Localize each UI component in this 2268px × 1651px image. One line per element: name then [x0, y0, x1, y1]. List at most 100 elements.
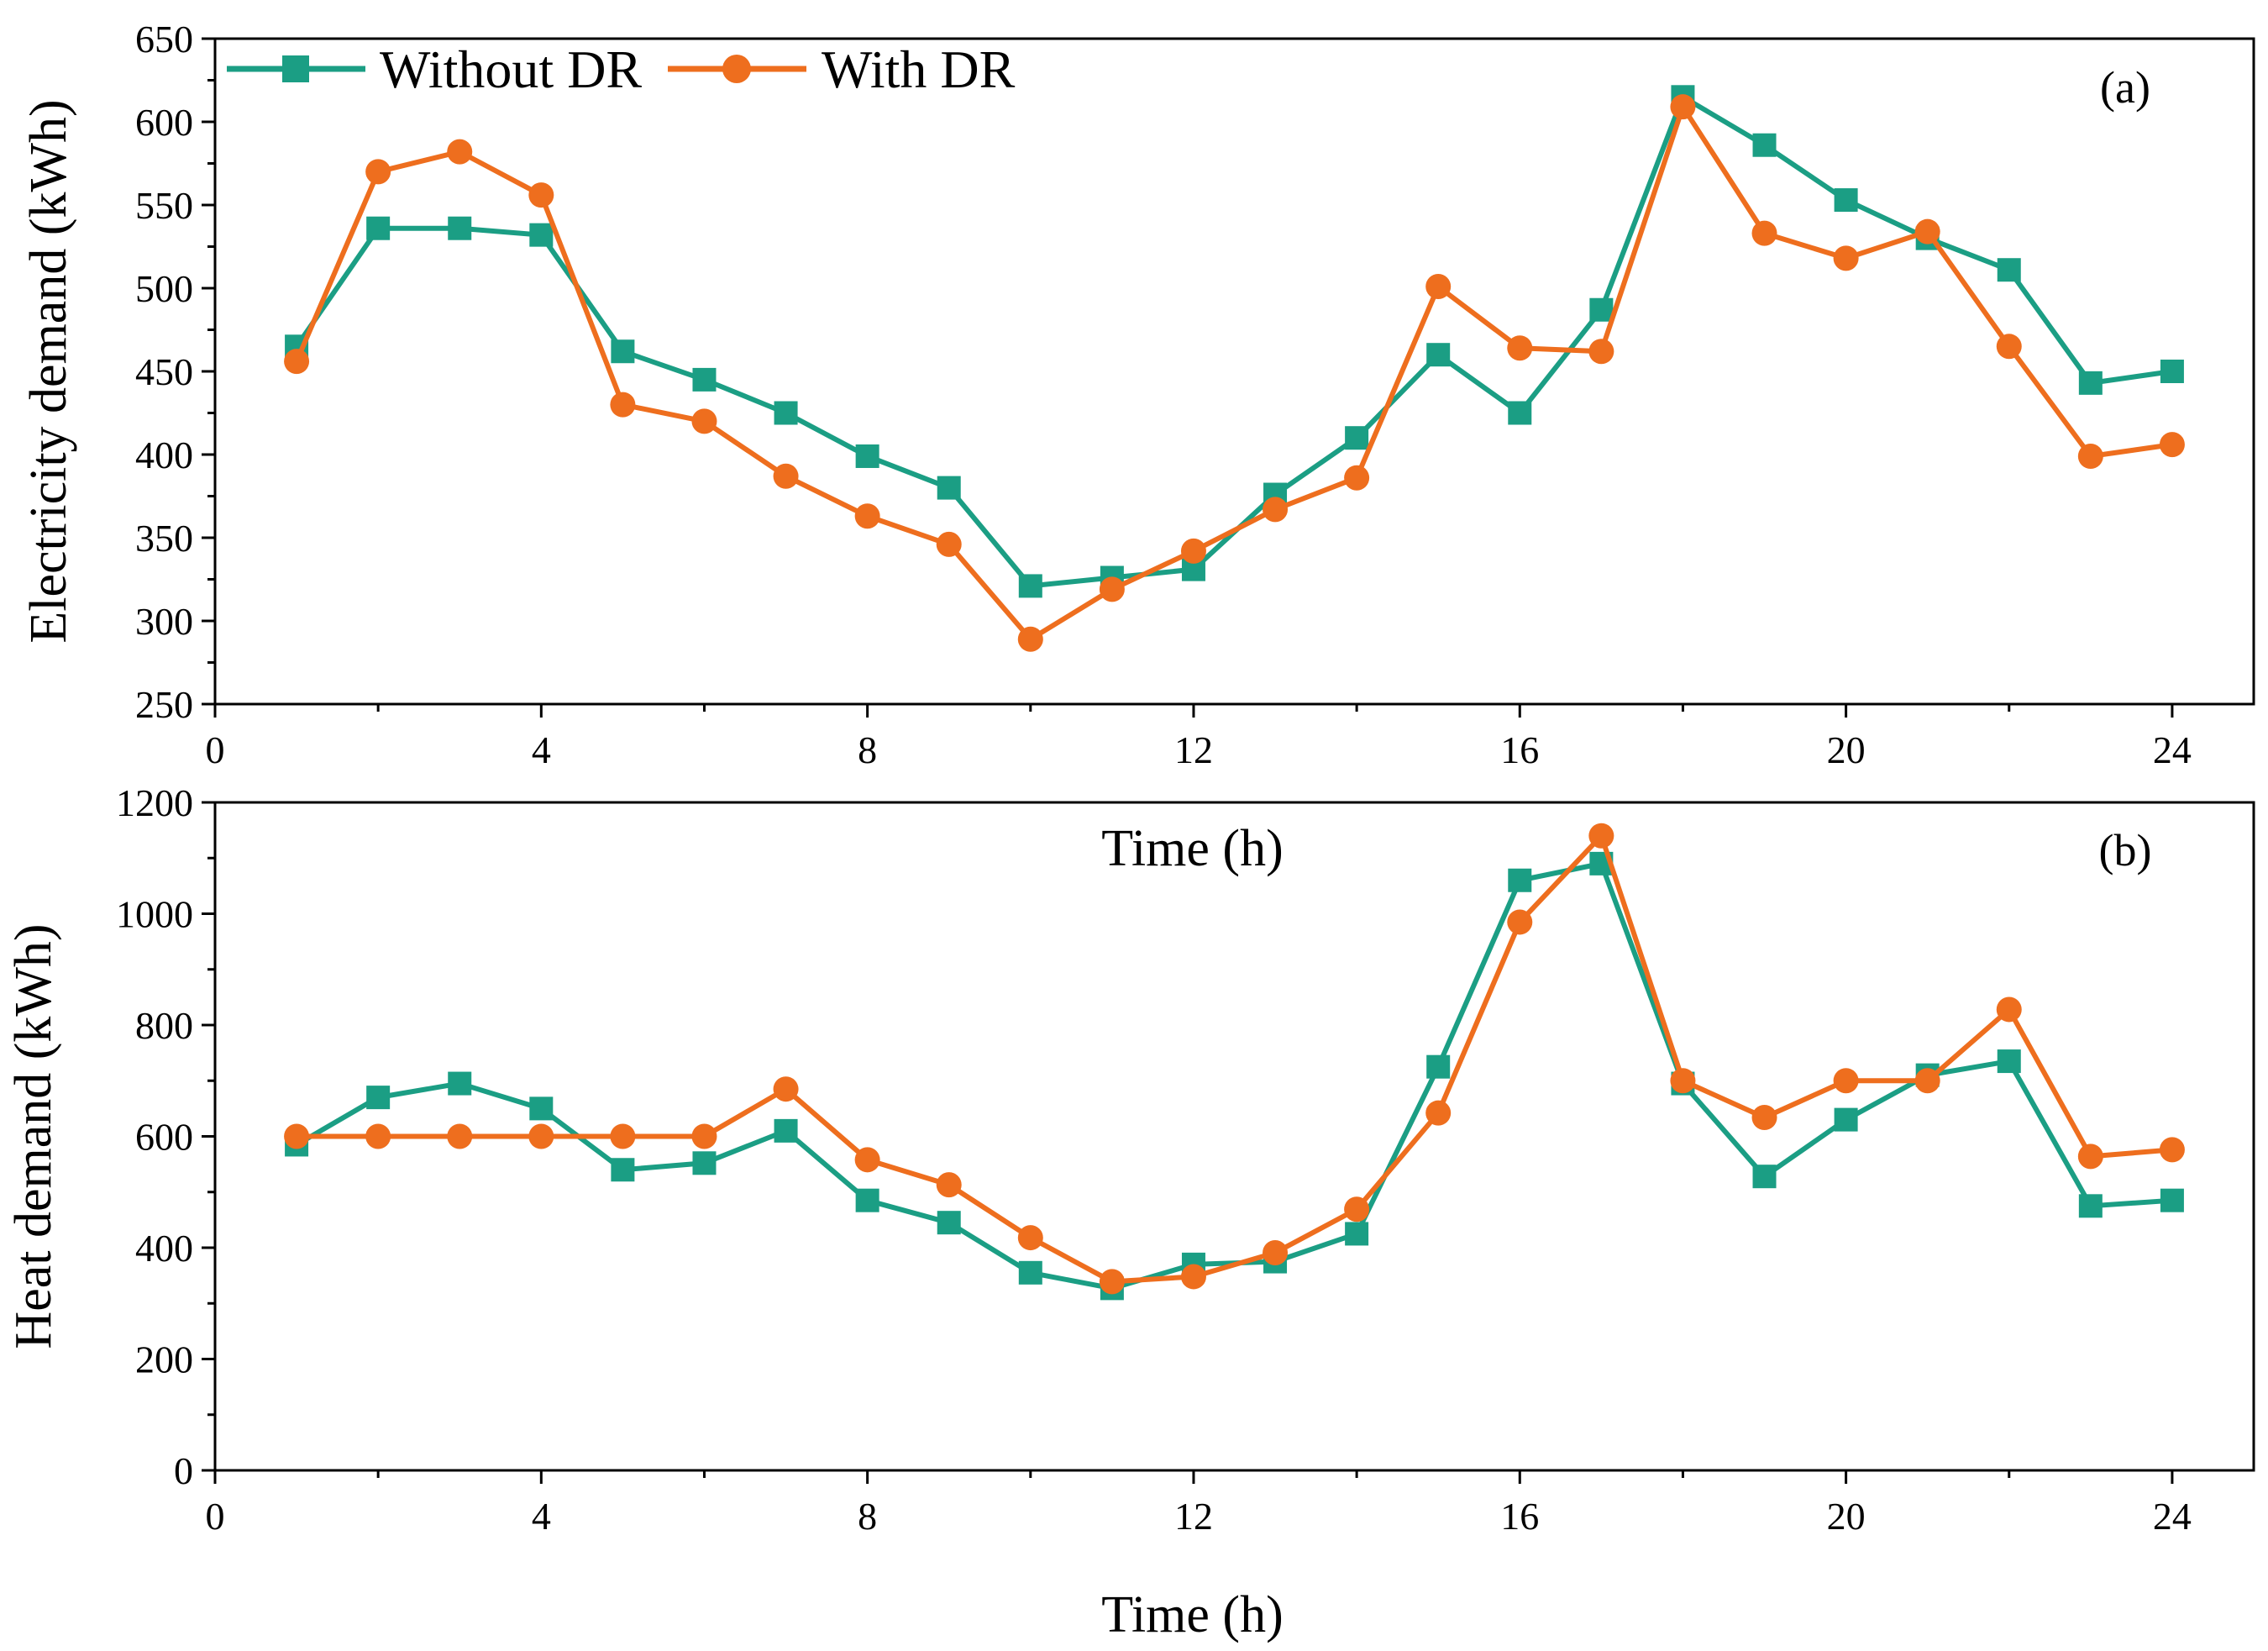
x-axis-title-b: Time (h) [1101, 1586, 1283, 1643]
data-point-a-with-dr-h23 [2077, 443, 2103, 469]
panel-b-heat: 0 4 8 12 16 20 24 0 200 400 600 800 1000 1200 Time (h)… [5, 781, 2255, 1643]
data-point-a-with-dr-h7 [773, 463, 799, 489]
x-tick-label-a-0: 0 [206, 728, 225, 771]
data-point-b-with-dr-h12 [1180, 1264, 1206, 1290]
series-line-a-with-dr [294, 104, 2173, 642]
data-point-a-without-dr-h8 [855, 444, 879, 468]
series-line-b-with-dr [297, 833, 2173, 1285]
data-point-a-without-dr-h19 [1752, 133, 1777, 157]
data-point-a-without-dr-h17 [1589, 297, 1614, 322]
data-point-b-with-dr-h20 [1833, 1068, 1859, 1094]
data-point-b-without-dr-h15 [1426, 1054, 1451, 1079]
data-point-b-without-dr-h9 [937, 1211, 961, 1235]
x-tick-label-b-0: 0 [206, 1495, 225, 1538]
data-point-a-with-dr-h19 [1751, 220, 1777, 246]
data-point-b-without-dr-h20 [1834, 1107, 1858, 1132]
data-point-a-without-dr-h3 [448, 216, 472, 240]
data-point-a-with-dr-h20 [1833, 245, 1859, 271]
y-tick-label-a-550: 550 [135, 184, 193, 227]
legend: Without DR With DR [227, 39, 1016, 99]
x-tick-label-b-12: 12 [1174, 1495, 1213, 1538]
data-point-a-with-dr-h9 [936, 531, 962, 557]
data-point-a-with-dr-h11 [1099, 576, 1125, 602]
data-point-b-without-dr-h10 [1018, 1260, 1042, 1285]
panel-label-a: (a) [2100, 62, 2150, 113]
y-tick-label-b-400: 400 [135, 1227, 193, 1270]
data-point-a-without-dr-h15 [1426, 343, 1451, 367]
data-point-b-without-dr-h7 [774, 1118, 798, 1143]
data-point-a-with-dr-h15 [1425, 274, 1452, 300]
y-tick-label-a-600: 600 [135, 101, 193, 144]
y-tick-label-b-200: 200 [135, 1338, 193, 1381]
data-point-a-with-dr-h6 [691, 408, 717, 434]
series-a-with-dr [284, 94, 2185, 652]
data-point-a-with-dr-h17 [1588, 339, 1614, 365]
data-point-b-without-dr-h24 [2160, 1188, 2184, 1212]
data-point-b-with-dr-h9 [936, 1172, 962, 1198]
data-point-a-without-dr-h16 [1508, 401, 1532, 425]
data-point-a-without-dr-h6 [692, 367, 717, 392]
data-point-b-without-dr-h5 [611, 1158, 635, 1182]
data-point-a-without-dr-h23 [2078, 371, 2103, 395]
data-point-b-without-dr-h8 [855, 1188, 879, 1212]
data-point-b-without-dr-h19 [1752, 1165, 1777, 1189]
data-point-b-with-dr-h22 [1996, 996, 2022, 1023]
y-tick-label-b-600: 600 [135, 1116, 193, 1159]
data-point-b-with-dr-h2 [365, 1123, 391, 1149]
y-axis-title-b: Heat demand (kWh) [5, 923, 62, 1349]
y-tick-label-a-650: 650 [135, 18, 193, 60]
data-point-a-with-dr-h12 [1180, 538, 1206, 564]
x-tick-label-b-8: 8 [858, 1495, 877, 1538]
data-point-a-with-dr-h1 [284, 349, 310, 375]
x-tick-label-a-24: 24 [2153, 728, 2192, 771]
data-point-b-with-dr-h13 [1263, 1239, 1289, 1265]
data-point-a-without-dr-h24 [2160, 360, 2184, 383]
data-point-b-with-dr-h6 [691, 1123, 717, 1149]
x-tick-label-a-8: 8 [858, 728, 877, 771]
data-point-b-with-dr-h3 [447, 1123, 473, 1149]
data-point-b-with-dr-h21 [1914, 1068, 1940, 1094]
data-point-a-without-dr-h5 [611, 339, 635, 364]
data-point-a-with-dr-h18 [1670, 94, 1696, 120]
series-b-without-dr [285, 851, 2184, 1301]
x-tick-label-b-20: 20 [1827, 1495, 1866, 1538]
y-tick-label-a-450: 450 [135, 350, 193, 393]
x-tick-label-b-16: 16 [1500, 1495, 1539, 1538]
data-point-a-with-dr-h21 [1914, 218, 1940, 244]
x-tick-label-a-16: 16 [1500, 728, 1539, 771]
data-point-a-with-dr-h8 [854, 503, 880, 529]
data-point-b-with-dr-h1 [284, 1123, 310, 1149]
data-point-b-with-dr-h24 [2159, 1137, 2185, 1163]
y-tick-label-a-250: 250 [135, 683, 193, 726]
data-point-b-with-dr-h5 [610, 1123, 636, 1149]
data-point-b-without-dr-h2 [366, 1086, 391, 1110]
data-point-b-without-dr-h4 [529, 1096, 554, 1121]
data-point-b-with-dr-h4 [528, 1123, 554, 1149]
data-point-b-with-dr-h23 [2077, 1144, 2103, 1170]
series-b-with-dr [284, 823, 2185, 1295]
data-point-b-with-dr-h7 [773, 1076, 799, 1102]
data-point-a-without-dr-h20 [1834, 188, 1858, 213]
data-point-b-with-dr-h11 [1099, 1269, 1125, 1295]
data-point-b-with-dr-h15 [1425, 1100, 1452, 1126]
legend-label-with-dr: With DR [822, 39, 1016, 99]
y-tick-label-b-1200: 1200 [116, 781, 193, 824]
y-tick-label-a-350: 350 [135, 517, 193, 560]
x-tick-label-a-4: 4 [532, 728, 551, 771]
data-point-a-with-dr-h22 [1996, 334, 2022, 360]
y-tick-label-b-0: 0 [174, 1449, 193, 1492]
data-point-a-with-dr-h3 [447, 139, 473, 165]
data-point-b-without-dr-h6 [692, 1151, 717, 1175]
data-point-a-with-dr-h5 [610, 392, 636, 418]
data-point-b-with-dr-h16 [1507, 909, 1533, 935]
y-axis-title-a: Electricity demand (kWh) [20, 99, 77, 643]
y-tick-label-a-500: 500 [135, 267, 193, 310]
data-point-a-with-dr-h2 [365, 159, 391, 185]
data-point-b-with-dr-h19 [1751, 1104, 1777, 1130]
data-point-a-without-dr-h4 [529, 223, 554, 247]
data-point-a-without-dr-h2 [366, 216, 391, 240]
data-point-b-with-dr-h10 [1017, 1225, 1043, 1251]
data-point-b-without-dr-h14 [1345, 1222, 1369, 1246]
legend-label-without-dr: Without DR [380, 39, 642, 99]
